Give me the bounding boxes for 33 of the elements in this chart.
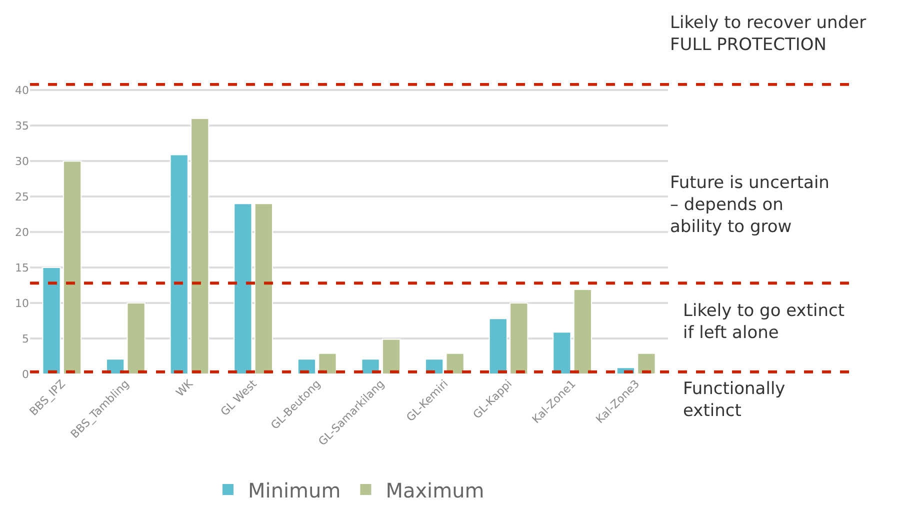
ref-line-label: Likely to recover under FULL PROTECTION [670,13,866,56]
y-tick-label: 40 [15,84,29,97]
bar [425,358,444,374]
bar [62,160,82,374]
bar [573,289,592,374]
x-tick-label: WK [174,376,196,400]
legend-label: Minimum [248,478,341,502]
y-tick-label: 5 [22,332,29,346]
y-tick-label: 10 [15,296,29,310]
bar [637,352,656,374]
bar [382,338,401,374]
y-tick-label: 35 [15,119,29,132]
y-tick-label: 30 [15,154,29,168]
bar [42,267,61,374]
bar [488,318,508,374]
legend-label: Maximum [386,478,484,502]
bar [318,352,337,374]
bar [552,332,572,374]
y-tick-label: 0 [22,368,29,381]
y-tick-label: 15 [15,261,29,274]
bar [446,352,464,374]
bar [106,358,125,374]
ref-line-label: Future is uncertain – depends on ability to grow [670,173,830,238]
bar [170,154,188,374]
ref-line-label: Likely to go extinct if left alone [683,301,845,344]
text: Functionally extinct [683,379,786,422]
bar [234,203,252,374]
bar [126,302,146,374]
bar [510,302,528,374]
y-tick-label: 20 [15,226,29,239]
bar [190,118,210,374]
y-tick-label: 25 [15,190,29,204]
bar [254,203,273,374]
